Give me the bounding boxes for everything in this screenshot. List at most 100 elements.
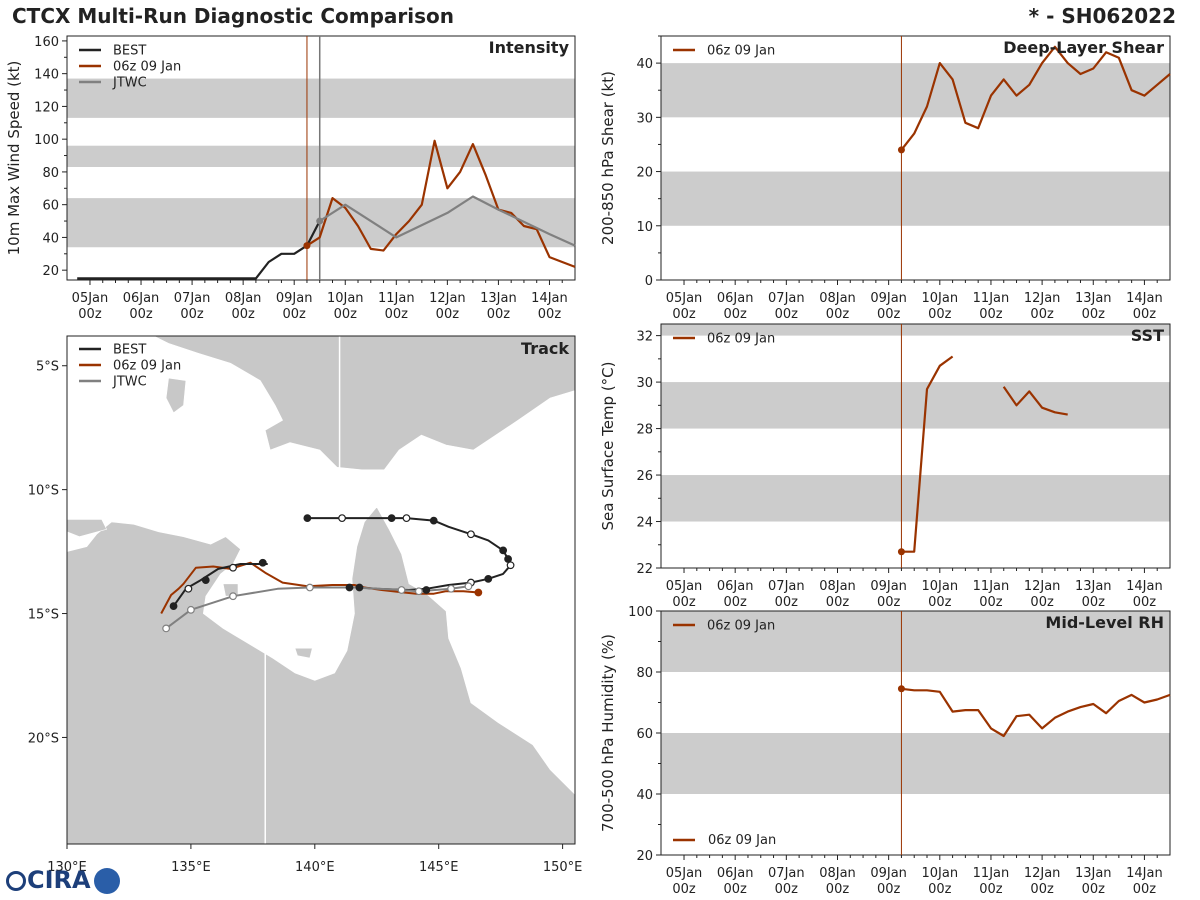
shear-xtick-label-hour: 00z <box>979 307 1003 322</box>
intensity-ytick-label: 20 <box>42 264 59 279</box>
sst-xtick-label: 05Jan <box>666 579 703 594</box>
shear-xtick-label: 07Jan <box>768 291 805 306</box>
track-xtick-label: 145°E <box>419 860 459 875</box>
shear-frame <box>660 35 1171 281</box>
track-marker-best <box>184 584 193 593</box>
shear-xtick-label-hour: 00z <box>1082 307 1106 322</box>
sst-xtick-label: 08Jan <box>819 579 856 594</box>
shear-init-point <box>897 146 905 154</box>
rh-band <box>661 611 1170 672</box>
sst-ytick-label: 24 <box>636 516 653 531</box>
intensity-xtick-label-hour: 00z <box>487 307 511 322</box>
track-line-best <box>307 517 512 591</box>
sst-xtick-label: 13Jan <box>1075 579 1112 594</box>
sst-series-run <box>901 355 954 553</box>
track-marker-best <box>169 602 178 611</box>
track-ytick-label: 20°S <box>28 731 59 746</box>
intensity-legend-label-jtwc: JTWC <box>112 76 147 91</box>
track-marker-best <box>467 530 475 539</box>
shear-title: Deep-Layer Shear <box>1003 38 1164 57</box>
sst-xtick-label: 11Jan <box>973 579 1010 594</box>
intensity-xtick-label-hour: 00z <box>78 307 102 322</box>
track-marker-jtwc <box>305 583 314 592</box>
land-australia <box>67 506 575 844</box>
track-marker-jtwc <box>464 582 473 591</box>
sst-xtick-label-hour: 00z <box>723 595 747 610</box>
sst-xtick-label: 07Jan <box>768 579 805 594</box>
sst-xtick-label-hour: 00z <box>1133 595 1157 610</box>
rh-xtick-label-hour: 00z <box>826 882 850 897</box>
shear-xtick-label: 12Jan <box>1024 291 1061 306</box>
intensity-ytick-label: 40 <box>42 231 59 246</box>
track-marker-best <box>499 546 508 555</box>
intensity-xtick-label: 12Jan <box>429 291 466 306</box>
rh-init-point <box>897 685 905 693</box>
track-marker-best <box>506 561 515 570</box>
sst-init-point <box>897 548 905 556</box>
shear-xtick-label-hour: 00z <box>877 307 901 322</box>
intensity-jtwc-point <box>316 217 324 225</box>
shear-band <box>661 171 1170 226</box>
track-marker-best <box>484 574 493 583</box>
intensity-ytick-label: 120 <box>34 100 59 115</box>
intensity-xtick-label: 10Jan <box>327 291 364 306</box>
shear-xtick-label: 11Jan <box>973 291 1010 306</box>
storm-id: * - SH062022 <box>1028 4 1176 28</box>
logo-text: CIRA <box>27 866 91 894</box>
intensity-title: Intensity <box>489 38 570 57</box>
sst-band <box>661 382 1170 429</box>
shear-ytick-label: 30 <box>636 111 653 126</box>
rh-xtick-label-hour: 00z <box>1133 882 1157 897</box>
rh-legend-label-run: 06z 09 Jan <box>707 619 775 634</box>
rh-bottom-legend-label: 06z 09 Jan <box>708 833 776 848</box>
shear-xtick-label-hour: 00z <box>775 307 799 322</box>
rh-xtick-label: 11Jan <box>973 866 1010 881</box>
rh-xtick-label-hour: 00z <box>928 882 952 897</box>
track-marker-best <box>229 563 237 572</box>
intensity-ytick-label: 100 <box>34 133 59 148</box>
shear-xtick-label: 10Jan <box>922 291 959 306</box>
rh-xtick-label: 05Jan <box>666 866 703 881</box>
track-marker-best <box>201 576 210 584</box>
intensity-xtick-label-hour: 00z <box>283 307 307 322</box>
track-xtick-label: 150°E <box>543 860 583 875</box>
sst-xtick-label: 10Jan <box>922 579 959 594</box>
shear-xtick-label: 06Jan <box>717 291 754 306</box>
track-line-best <box>172 563 268 607</box>
rh-xtick-label-hour: 00z <box>877 882 901 897</box>
track-marker-best <box>258 558 267 567</box>
intensity-panel: 2040608010012014016005Jan00z06Jan00z07Ja… <box>5 35 576 322</box>
sst-series-run <box>1002 386 1068 416</box>
track-title: Track <box>521 339 569 358</box>
rh-xtick-label-hour: 00z <box>1030 882 1054 897</box>
sst-xtick-label-hour: 00z <box>877 595 901 610</box>
intensity-xtick-label: 07Jan <box>174 291 211 306</box>
track-xtick-label: 135°E <box>171 860 211 875</box>
intensity-frame <box>66 35 576 281</box>
track-marker-jtwc <box>162 624 171 633</box>
intensity-legend-label-best: BEST <box>113 44 146 59</box>
shear-xtick-label: 08Jan <box>819 291 856 306</box>
rh-ytick-label: 100 <box>628 605 653 620</box>
shear-ytick-label: 20 <box>636 166 653 181</box>
intensity-xtick-label-hour: 00z <box>334 307 358 322</box>
rh-title: Mid-Level RH <box>1045 613 1164 632</box>
track-marker-best <box>303 514 312 523</box>
shear-panel: 01020304005Jan00z06Jan00z07Jan00z08Jan00… <box>599 35 1171 322</box>
land-melville-island <box>67 519 108 538</box>
intensity-xtick-label: 08Jan <box>225 291 262 306</box>
track-ytick-label: 10°S <box>28 484 59 499</box>
track-marker-jtwc <box>397 586 406 594</box>
shear-xtick-label-hour: 00z <box>1133 307 1157 322</box>
track-marker-best <box>355 583 364 592</box>
rh-ytick-label: 40 <box>636 788 653 803</box>
shear-xtick-label: 13Jan <box>1075 291 1112 306</box>
sst-xtick-label: 09Jan <box>870 579 907 594</box>
intensity-init-point <box>303 242 311 250</box>
rh-ytick-label: 80 <box>636 666 653 681</box>
shear-xtick-label-hour: 00z <box>928 307 952 322</box>
shear-xtick-label-hour: 00z <box>672 307 696 322</box>
sst-xtick-label-hour: 00z <box>672 595 696 610</box>
intensity-ytick-label: 160 <box>34 35 59 50</box>
